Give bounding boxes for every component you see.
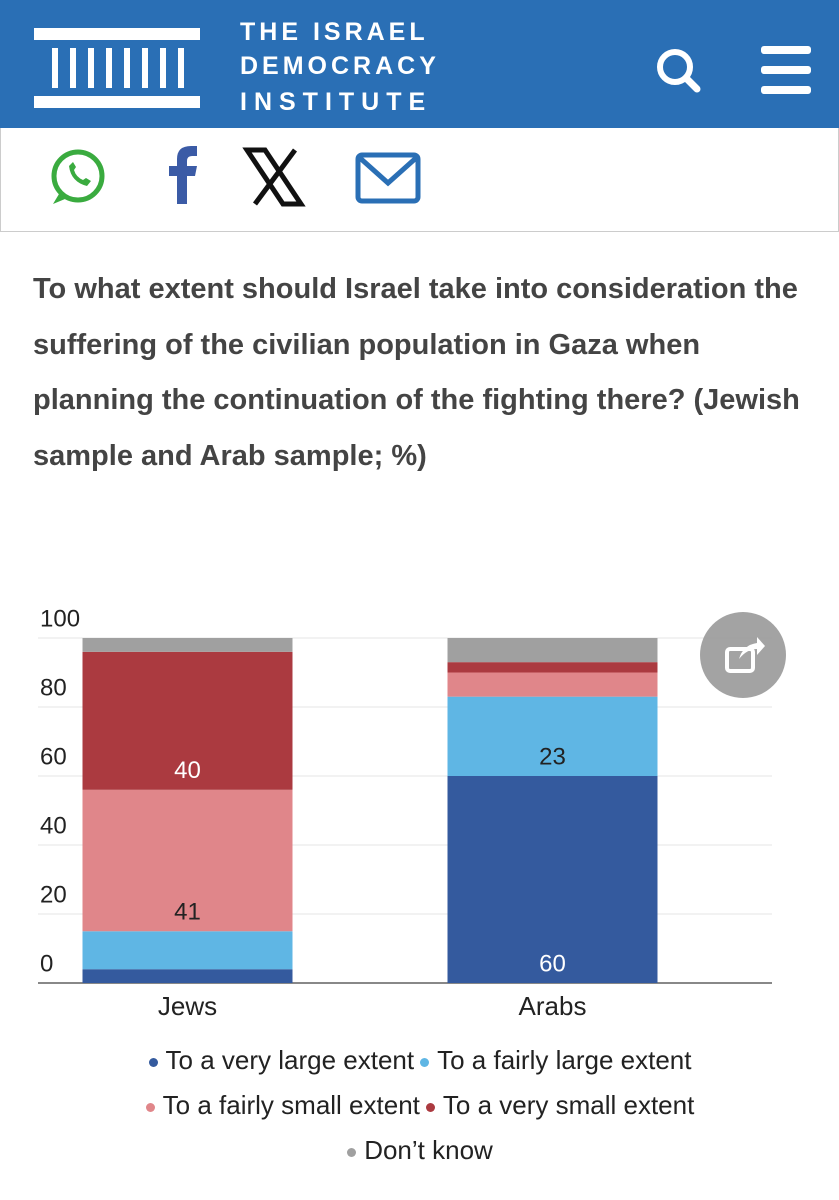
legend-label: To a very small extent (442, 1090, 695, 1120)
search-button[interactable] (657, 49, 701, 93)
bar-segment (82, 969, 293, 983)
logo-icon (34, 28, 200, 108)
bar-segment (447, 662, 658, 673)
bar-segment (447, 672, 658, 697)
x-button[interactable] (242, 147, 306, 207)
legend-item: To a fairly small extent (145, 1083, 420, 1128)
header-icons (657, 46, 811, 94)
value-label: 60 (539, 950, 566, 977)
legend-item: To a very small extent (425, 1083, 695, 1128)
y-tick-label: 20 (40, 881, 67, 908)
bar-segment (82, 638, 293, 652)
facebook-button[interactable] (169, 146, 197, 204)
legend-label: To a fairly small extent (162, 1090, 420, 1120)
bar-segment (82, 651, 293, 790)
logo-text: INSTITUTE (240, 88, 433, 116)
x-tick-label: Jews (158, 991, 217, 1021)
bar-segment (82, 931, 293, 970)
x-tick-label: Arabs (519, 991, 587, 1021)
y-tick-label: 60 (40, 743, 67, 770)
legend-marker (425, 1102, 435, 1112)
legend-item: Don’t know (347, 1128, 493, 1173)
email-button[interactable] (355, 152, 421, 204)
y-tick-label: 40 (40, 812, 67, 839)
legend-label: Don’t know (364, 1135, 493, 1165)
legend: To a very large extent To a fairly large … (90, 1038, 750, 1173)
whatsapp-button[interactable] (51, 149, 105, 204)
legend-marker (420, 1057, 430, 1067)
logo-text: THE ISRAEL (240, 18, 429, 46)
legend-marker (145, 1102, 155, 1112)
share-icons (51, 146, 421, 207)
menu-button[interactable] (761, 46, 811, 94)
y-tick-label: 100 (40, 605, 80, 632)
legend-marker (148, 1057, 158, 1067)
y-tick-label: 80 (40, 674, 67, 701)
share-float-button[interactable] (699, 611, 789, 701)
bar-segment (447, 696, 658, 776)
share-bar (0, 128, 839, 232)
chart-title: To what extent should Israel take into c… (33, 273, 800, 472)
legend-label: To a fairly large extent (437, 1045, 692, 1075)
y-tick-label: 0 (40, 950, 53, 977)
header: THE ISRAEL DEMOCRACY INSTITUTE (0, 0, 839, 128)
legend-item: To a fairly large extent (420, 1038, 691, 1083)
value-label: 41 (174, 899, 201, 926)
legend-marker (347, 1147, 357, 1157)
bar-segment (447, 638, 658, 663)
bar-segment (447, 776, 658, 983)
legend-item: To a very large extent (148, 1038, 415, 1083)
logo-text: DEMOCRACY (240, 52, 440, 80)
value-label: 40 (174, 757, 201, 784)
bar-segment (82, 789, 293, 932)
value-label: 23 (539, 743, 566, 770)
chart: 0 20 40 60 80 100 Jews 41 40 Arabs 60 23 (38, 605, 772, 1021)
legend-label: To a very large extent (165, 1045, 415, 1075)
